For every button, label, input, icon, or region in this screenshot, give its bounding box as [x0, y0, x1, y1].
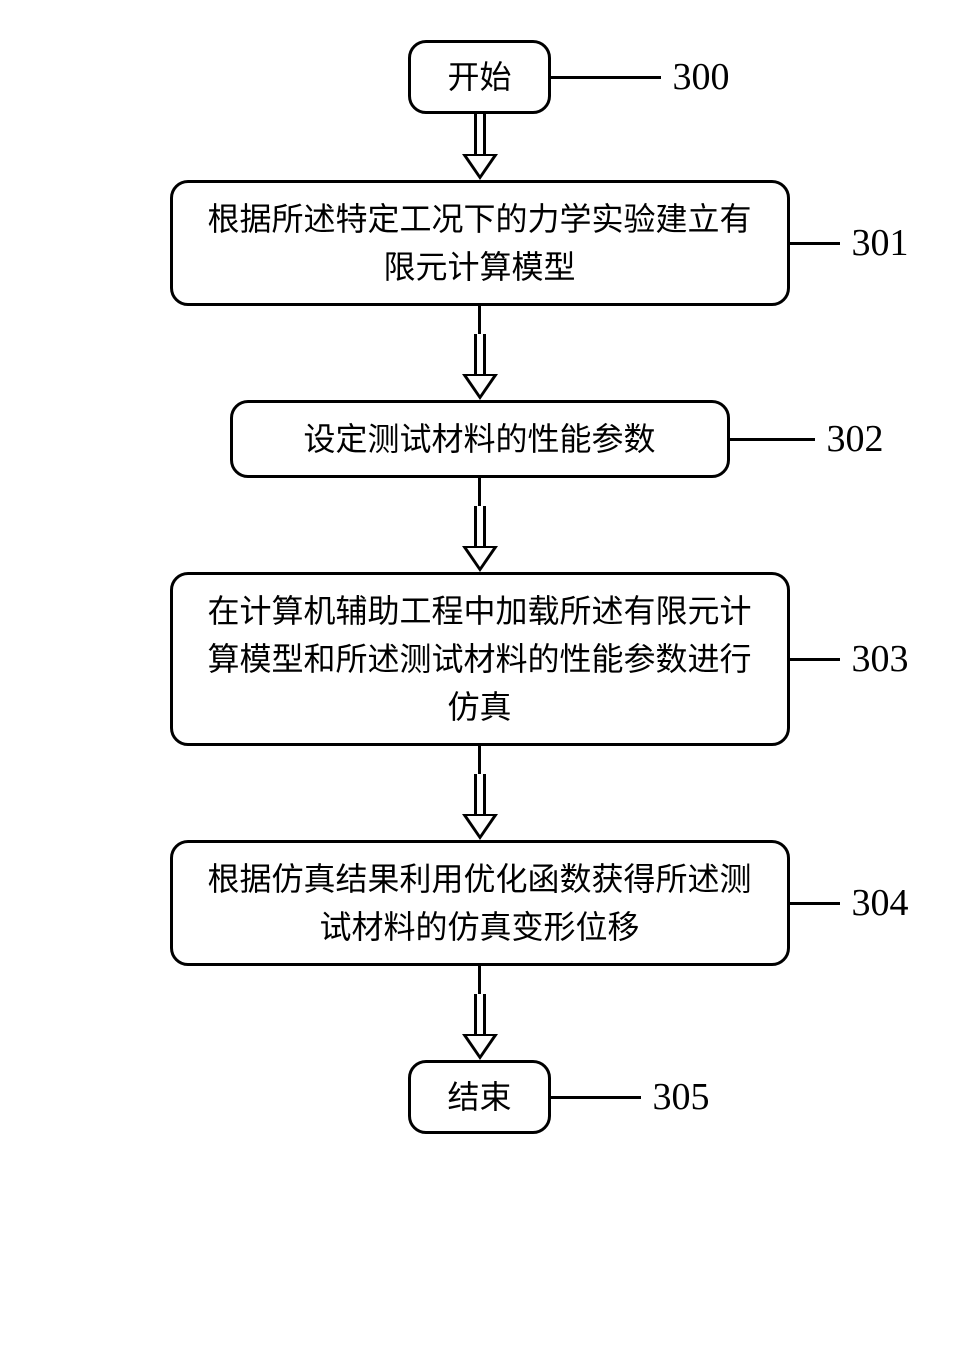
flow-arrow — [462, 306, 498, 400]
connector — [478, 478, 481, 506]
arrow-head-icon — [462, 814, 498, 840]
flowchart-node-row: 在计算机辅助工程中加载所述有限元计算模型和所述测试材料的性能参数进行仿真 303 — [170, 572, 790, 746]
connector — [478, 746, 481, 774]
node-label: 305 — [653, 1075, 710, 1119]
leader-segment — [730, 438, 815, 441]
flow-arrow — [462, 114, 498, 180]
node-label: 302 — [827, 417, 884, 461]
flowchart-node-process: 在计算机辅助工程中加载所述有限元计算模型和所述测试材料的性能参数进行仿真 — [170, 572, 790, 746]
leader-segment — [790, 658, 840, 661]
flowchart-node-row: 设定测试材料的性能参数 302 — [230, 400, 730, 478]
flowchart-node-row: 结束 305 — [408, 1060, 550, 1134]
leader-line: 300 — [551, 55, 730, 99]
arrow-shaft — [474, 774, 486, 814]
connector — [478, 306, 481, 334]
connector — [478, 966, 481, 994]
arrow-head-icon — [462, 154, 498, 180]
node-label: 300 — [673, 55, 730, 99]
flowchart-node-row: 根据所述特定工况下的力学实验建立有限元计算模型 301 — [170, 180, 790, 306]
flow-arrow — [462, 478, 498, 572]
flowchart-node-end: 结束 — [408, 1060, 550, 1134]
flowchart-node-row: 开始 300 — [408, 40, 550, 114]
flowchart-node-process: 根据所述特定工况下的力学实验建立有限元计算模型 — [170, 180, 790, 306]
node-label: 303 — [852, 637, 909, 681]
arrow-shaft — [474, 334, 486, 374]
flow-arrow — [462, 966, 498, 1060]
arrow-shaft — [474, 114, 486, 154]
flow-arrow — [462, 746, 498, 840]
flowchart-node-row: 根据仿真结果利用优化函数获得所述测试材料的仿真变形位移 304 — [170, 840, 790, 966]
leader-line: 302 — [730, 417, 884, 461]
node-label: 304 — [852, 881, 909, 925]
leader-line: 305 — [551, 1075, 710, 1119]
leader-line: 304 — [790, 881, 909, 925]
leader-line: 303 — [790, 637, 909, 681]
flowchart-node-start: 开始 — [408, 40, 550, 114]
arrow-head-icon — [462, 1034, 498, 1060]
leader-segment — [790, 242, 840, 245]
flowchart-node-process: 设定测试材料的性能参数 — [230, 400, 730, 478]
flowchart-node-process: 根据仿真结果利用优化函数获得所述测试材料的仿真变形位移 — [170, 840, 790, 966]
leader-segment — [551, 76, 661, 79]
leader-segment — [790, 902, 840, 905]
arrow-shaft — [474, 994, 486, 1034]
arrow-head-icon — [462, 546, 498, 572]
arrow-shaft — [474, 506, 486, 546]
flowchart-container: 开始 300 根据所述特定工况下的力学实验建立有限元计算模型 301 设定测试材… — [20, 40, 939, 1134]
arrow-head-icon — [462, 374, 498, 400]
leader-line: 301 — [790, 221, 909, 265]
node-label: 301 — [852, 221, 909, 265]
leader-segment — [551, 1096, 641, 1099]
